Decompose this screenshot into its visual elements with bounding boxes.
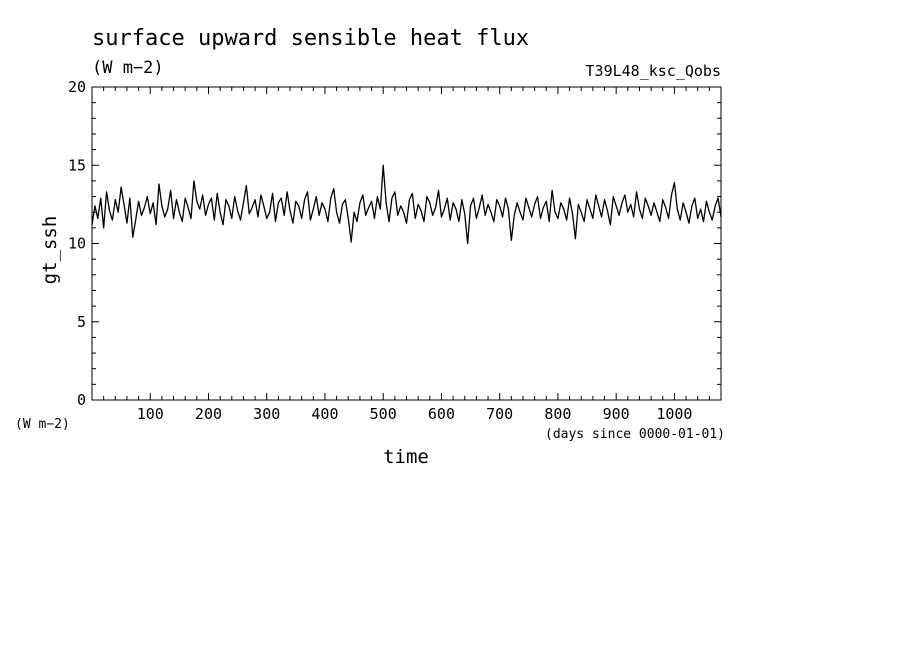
x-tick-label: 100 (137, 405, 164, 423)
y-axis-title: gt_ssh (39, 216, 61, 285)
y-tick-label-group: 0 5 10 15 20 (68, 78, 86, 409)
y-axis-units: (W m−2) (15, 417, 70, 432)
y-tick-label: 10 (68, 235, 86, 253)
x-axis-title: time (383, 446, 429, 468)
series-line (91, 164, 722, 245)
y-tick-label: 0 (77, 391, 86, 409)
x-axis-units: (days since 0000-01-01) (545, 427, 725, 442)
x-tick-label: 1000 (656, 405, 692, 423)
x-tick-label: 200 (195, 405, 222, 423)
x-tick-group (91, 87, 722, 400)
experiment-label: T39L48_ksc_Qobs (586, 62, 721, 80)
x-tick-label: 900 (603, 405, 630, 423)
x-tick-label-group: 100 200 300 400 500 600 700 800 900 1000 (137, 405, 693, 423)
x-tick-label: 600 (428, 405, 455, 423)
y-tick-label: 15 (68, 156, 86, 174)
y-tick-label: 5 (77, 313, 86, 331)
plot-frame (91, 86, 722, 401)
chart-title: surface upward sensible heat flux (92, 26, 529, 51)
y-tick-label: 20 (68, 78, 86, 96)
x-tick-label: 800 (544, 405, 571, 423)
y-tick-group (92, 86, 721, 401)
title-units: (W m−2) (92, 58, 164, 78)
x-tick-label: 700 (486, 405, 513, 423)
x-tick-label: 500 (370, 405, 397, 423)
x-tick-label: 400 (311, 405, 338, 423)
x-tick-label: 300 (253, 405, 280, 423)
